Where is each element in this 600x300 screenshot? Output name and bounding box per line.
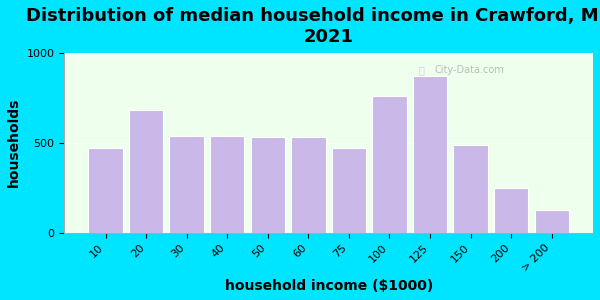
Bar: [372, 96, 407, 233]
X-axis label: household income ($1000): household income ($1000): [224, 279, 433, 293]
Bar: [251, 136, 285, 233]
Bar: [332, 148, 366, 233]
Text: ⓘ: ⓘ: [419, 65, 424, 75]
Text: City-Data.com: City-Data.com: [434, 65, 504, 75]
Bar: [129, 110, 163, 233]
Bar: [535, 210, 569, 233]
Bar: [210, 136, 244, 233]
Bar: [169, 136, 204, 233]
Bar: [454, 145, 488, 233]
Bar: [494, 188, 529, 233]
Title: Distribution of median household income in Crawford, MI in
2021: Distribution of median household income …: [26, 7, 600, 46]
Bar: [88, 148, 123, 233]
Bar: [291, 137, 326, 233]
Y-axis label: households: households: [7, 98, 21, 188]
Bar: [413, 76, 448, 233]
